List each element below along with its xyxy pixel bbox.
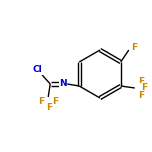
Text: F: F: [131, 43, 137, 52]
Text: F: F: [138, 90, 144, 100]
Text: F: F: [141, 83, 147, 93]
Text: F: F: [138, 76, 144, 85]
Text: F: F: [46, 102, 52, 112]
Text: Cl: Cl: [32, 66, 42, 74]
Text: N: N: [59, 79, 67, 88]
Text: F: F: [52, 97, 58, 105]
Text: F: F: [38, 97, 44, 105]
